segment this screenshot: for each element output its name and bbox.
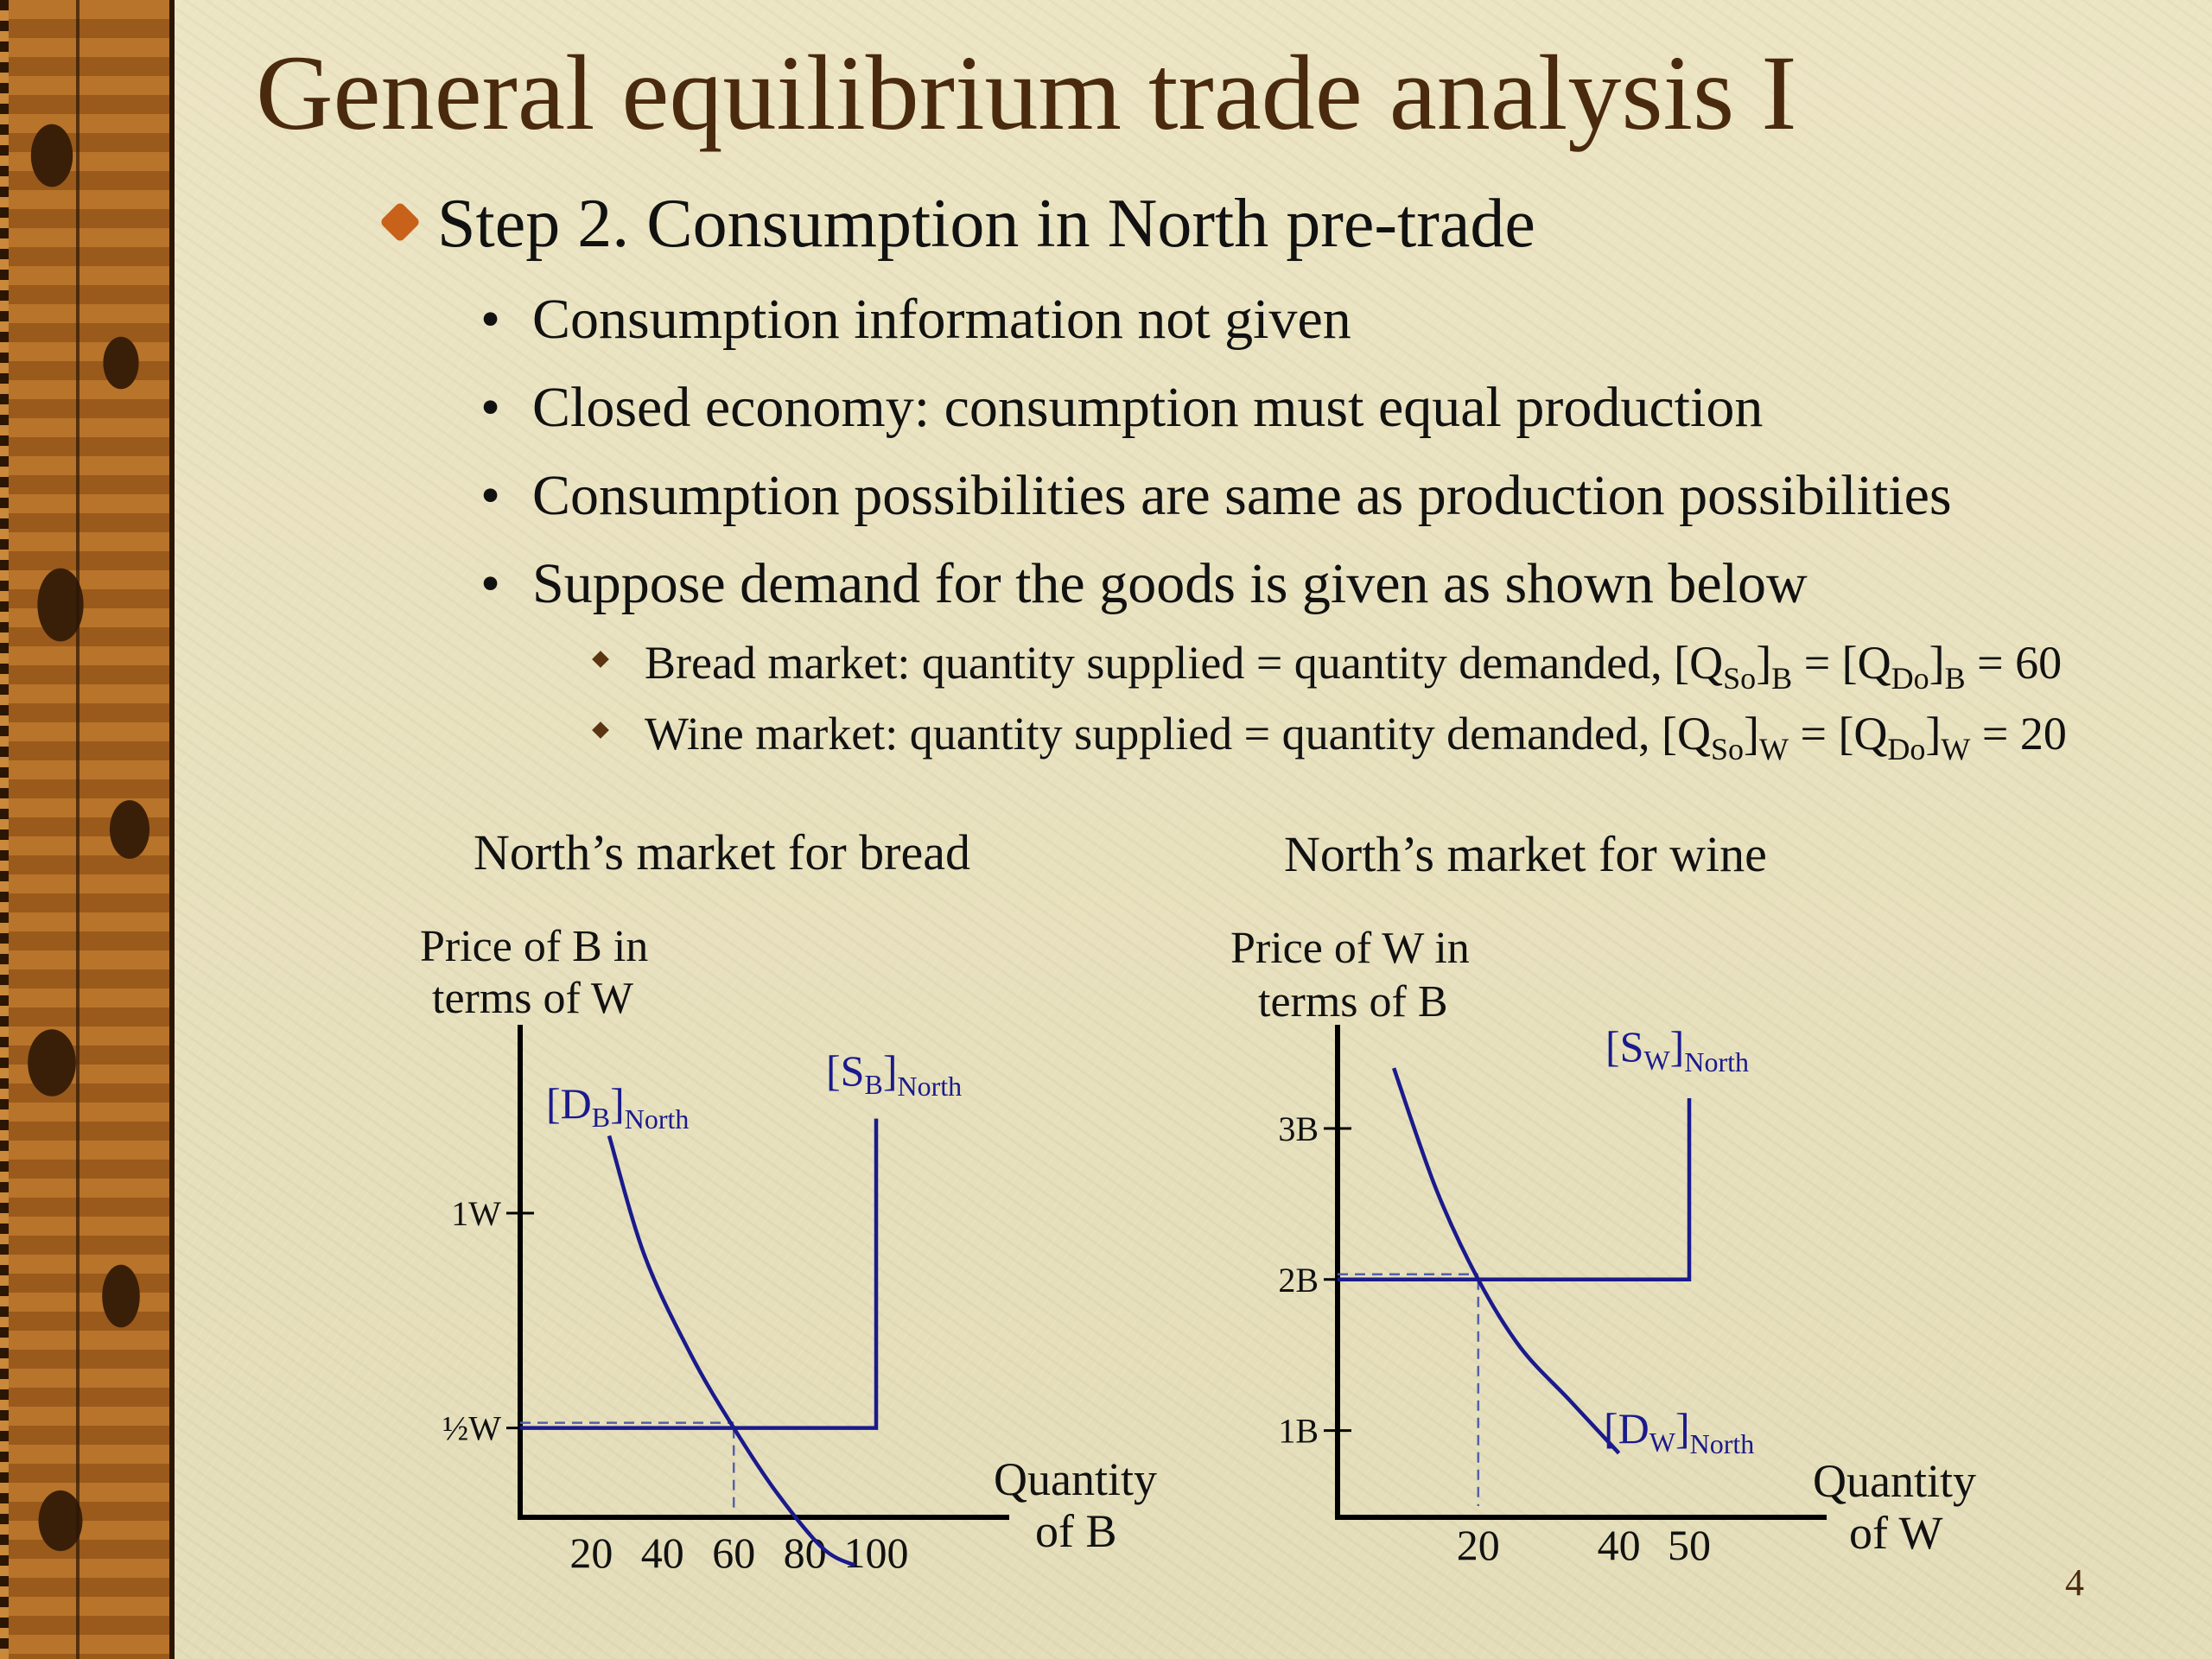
bullet-3: Consumption possibilities are same as pr… [532, 464, 1952, 527]
bread-series-demand-line [607, 1135, 856, 1567]
bread-y-tick-label-0: 1W [451, 1194, 501, 1233]
step-heading: Step 2. Consumption in North pre-trade [437, 186, 1535, 262]
bullet-1: Consumption information not given [532, 288, 1351, 351]
wine-chart-title: North’s market for wine [1284, 826, 1767, 882]
bread-supply-label: [SB]North [826, 1046, 962, 1102]
wine-y-ticks: 3B 2B 1B [1278, 1109, 1351, 1451]
bread-y-tick-label-1: ½W [442, 1409, 501, 1448]
wine-series-supply-line [1338, 1098, 1692, 1282]
bread-x-tick-label-0: 20 [569, 1529, 613, 1577]
wine-supply-label: [SW]North [1605, 1022, 1749, 1077]
bread-x-label-2: of B [1035, 1505, 1117, 1557]
bullet-2: Closed economy: consumption must equal p… [532, 376, 1764, 439]
wine-y-label-2: terms of B [1258, 977, 1448, 1027]
bread-chart-title: North’s market for bread [474, 824, 970, 880]
wine-series-demand-line [1391, 1067, 1621, 1455]
wine-x-label-1: Quantity [1813, 1455, 1976, 1507]
bread-x-tick-label-3: 80 [784, 1529, 827, 1577]
bread-y-label-2: terms of W [432, 974, 633, 1023]
wine-series [1338, 1067, 1692, 1455]
wine-y-label-1: Price of W in [1230, 924, 1470, 973]
bread-demand-label: [DB]North [546, 1079, 689, 1135]
bullet-dot-icon: • [480, 552, 501, 615]
bread-x-ticks: 20 40 60 80 100 [569, 1529, 908, 1577]
wine-equilibrium-guides [1338, 1273, 1480, 1506]
sub-bullet-wine: Wine market: quantity supplied = quantit… [645, 708, 2067, 766]
wine-demand-label: [DW]North [1604, 1404, 1754, 1459]
bread-x-tick-label-1: 40 [641, 1529, 684, 1577]
bullet-dot-icon: • [480, 376, 501, 439]
wine-chart: North’s market for wine Price of W in te… [1230, 826, 1976, 1569]
wine-x-label-2: of W [1849, 1507, 1943, 1559]
bread-series-supply-line [520, 1118, 879, 1430]
bread-series [520, 1118, 879, 1567]
bread-equilibrium-guides [520, 1421, 735, 1514]
bread-chart: North’s market for bread Price of B in t… [420, 824, 1157, 1577]
wine-y-tick-label-2: 1B [1278, 1412, 1319, 1451]
bread-y-ticks: 1W ½W [442, 1194, 534, 1448]
bread-x-tick-label-4: 100 [844, 1529, 909, 1577]
wine-y-tick-label-1: 2B [1278, 1261, 1319, 1300]
bullet-dot-icon: • [480, 464, 501, 527]
slide-number: 4 [2065, 1561, 2084, 1604]
wine-y-tick-label-0: 3B [1278, 1109, 1319, 1148]
decorative-border [0, 0, 175, 1659]
bread-y-label-1: Price of B in [420, 922, 648, 971]
bullet-4: Suppose demand for the goods is given as… [532, 552, 1808, 615]
wine-x-ticks: 20 40 50 [1457, 1521, 1711, 1569]
slide-title: General equilibrium trade analysis I [256, 34, 1797, 152]
wine-x-tick-label-1: 40 [1598, 1521, 1641, 1569]
bread-x-tick-label-2: 60 [712, 1529, 755, 1577]
bread-x-label-1: Quantity [994, 1453, 1157, 1505]
wine-x-tick-label-0: 20 [1457, 1521, 1500, 1569]
wine-x-tick-label-2: 50 [1668, 1521, 1711, 1569]
sub-bullet-bread: Bread market: quantity supplied = quanti… [645, 637, 2063, 696]
bullet-dot-icon: • [480, 288, 501, 351]
